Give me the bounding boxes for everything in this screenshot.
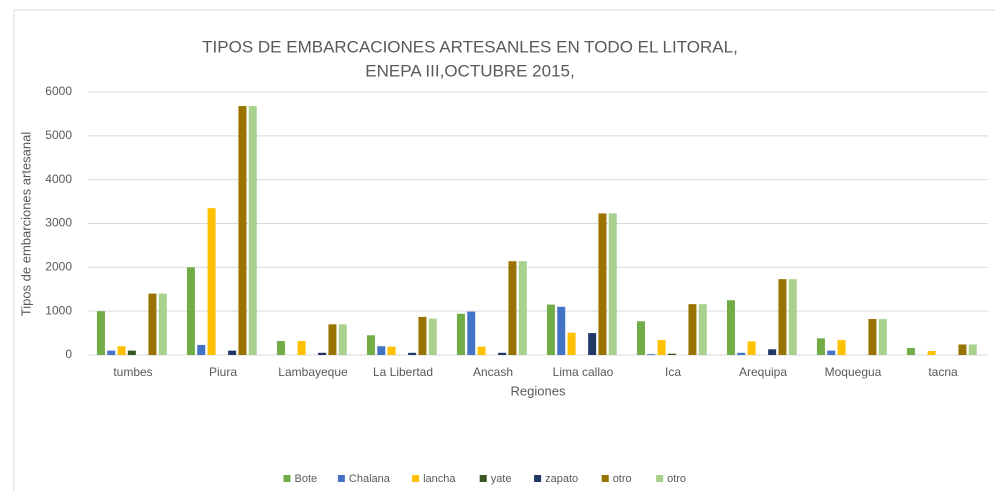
bar bbox=[328, 324, 337, 355]
bar bbox=[927, 351, 936, 355]
bar bbox=[238, 106, 247, 355]
bar bbox=[428, 318, 437, 355]
bar bbox=[567, 332, 576, 355]
bar bbox=[207, 208, 216, 355]
chart-frame bbox=[13, 9, 995, 496]
bar bbox=[588, 333, 597, 355]
bar bbox=[467, 311, 476, 355]
bar bbox=[958, 344, 967, 355]
bar bbox=[837, 340, 846, 355]
x-tick-label: Piura bbox=[209, 365, 237, 379]
y-axis-label: Tipos de embarciones artesanal bbox=[18, 132, 33, 317]
bar bbox=[508, 261, 517, 355]
y-tick-label: 6000 bbox=[45, 84, 72, 98]
bar bbox=[297, 340, 306, 355]
bar bbox=[906, 347, 915, 355]
y-tick-label: 3000 bbox=[45, 216, 72, 230]
bar bbox=[248, 106, 257, 355]
bar bbox=[338, 324, 347, 355]
y-tick-label: 0 bbox=[65, 347, 72, 361]
legend-label: yate bbox=[491, 473, 512, 485]
bar bbox=[667, 353, 676, 355]
bar bbox=[418, 316, 427, 355]
x-tick-label: Moquegua bbox=[825, 365, 882, 379]
bar bbox=[878, 319, 887, 355]
bar bbox=[276, 340, 285, 355]
bar bbox=[778, 279, 787, 355]
x-tick-label: Lambayeque bbox=[278, 365, 348, 379]
bar bbox=[598, 213, 607, 355]
bar bbox=[968, 344, 977, 355]
bar bbox=[127, 350, 136, 355]
x-tick-label: tacna bbox=[928, 365, 958, 379]
bar bbox=[498, 352, 507, 355]
bar bbox=[318, 352, 327, 355]
bar bbox=[518, 261, 527, 355]
x-axis-label: Regiones bbox=[511, 383, 566, 398]
bar bbox=[408, 352, 417, 355]
legend-swatch bbox=[479, 475, 487, 482]
legend-label: Bote bbox=[295, 473, 318, 485]
bar bbox=[117, 346, 126, 355]
y-tick-label: 2000 bbox=[45, 260, 72, 274]
bar bbox=[456, 313, 465, 355]
legend-swatch bbox=[283, 475, 291, 482]
y-tick-label: 1000 bbox=[45, 303, 72, 317]
x-tick-label: Arequipa bbox=[739, 365, 787, 379]
bar bbox=[816, 338, 825, 355]
bar bbox=[788, 279, 797, 355]
chart-title: TIPOS DE EMBARCACIONES ARTESANLES EN TOD… bbox=[202, 37, 738, 56]
bar bbox=[747, 341, 756, 355]
legend-swatch bbox=[534, 475, 542, 482]
legend-label: otro bbox=[613, 473, 632, 485]
bar bbox=[107, 350, 116, 355]
bar bbox=[228, 350, 237, 355]
legend-label: Chalana bbox=[349, 473, 391, 485]
bar bbox=[768, 349, 777, 355]
legend-swatch bbox=[656, 475, 664, 482]
bar bbox=[647, 354, 656, 355]
bar bbox=[377, 346, 386, 355]
legend-label: zapato bbox=[545, 473, 578, 485]
bar bbox=[546, 304, 555, 355]
bar bbox=[387, 346, 396, 355]
bar bbox=[636, 321, 645, 355]
bar bbox=[366, 335, 375, 355]
bar bbox=[688, 304, 697, 355]
legend-swatch bbox=[412, 475, 420, 482]
legend-label: otro bbox=[667, 473, 686, 485]
bar bbox=[698, 304, 707, 355]
bar bbox=[477, 346, 486, 355]
chart-title: ENEPA III,OCTUBRE 2015, bbox=[365, 61, 574, 80]
x-tick-label: La Libertad bbox=[373, 365, 433, 379]
legend-label: lancha bbox=[423, 473, 456, 485]
bar bbox=[96, 311, 105, 355]
bar bbox=[557, 306, 566, 355]
x-tick-label: tumbes bbox=[113, 365, 152, 379]
bar bbox=[868, 319, 877, 355]
x-tick-label: Lima callao bbox=[553, 365, 614, 379]
bar bbox=[608, 213, 617, 355]
bar bbox=[657, 340, 666, 355]
x-tick-label: Ancash bbox=[473, 365, 513, 379]
bar bbox=[158, 293, 167, 355]
bar bbox=[726, 300, 735, 355]
x-tick-label: Ica bbox=[665, 365, 681, 379]
bar bbox=[148, 293, 157, 355]
bar bbox=[186, 267, 195, 355]
y-tick-label: 4000 bbox=[45, 172, 72, 186]
bar bbox=[827, 350, 836, 355]
legend-swatch bbox=[337, 475, 345, 482]
legend-swatch bbox=[601, 475, 609, 482]
bar bbox=[737, 352, 746, 355]
bar bbox=[197, 344, 206, 355]
y-tick-label: 5000 bbox=[45, 128, 72, 142]
